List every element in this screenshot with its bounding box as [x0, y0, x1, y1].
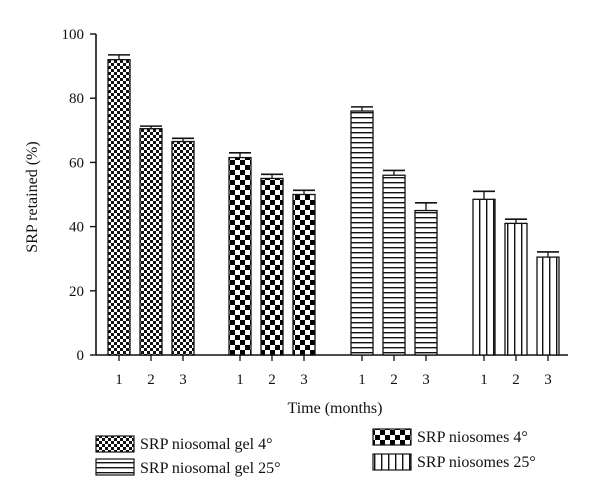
bar [139, 128, 163, 356]
legend-swatch [95, 435, 135, 453]
legend-label: SRP niosomes 4° [417, 429, 528, 446]
bar [382, 174, 406, 356]
bar [171, 140, 195, 356]
y-tick-label: 60 [69, 155, 84, 171]
x-tick-label: 1 [115, 372, 123, 388]
x-tick-label: 1 [358, 372, 366, 388]
x-tick-label: 2 [512, 372, 520, 388]
legend-label: SRP niosomal gel 25° [140, 460, 280, 477]
x-tick-label: 3 [544, 372, 552, 388]
bar [472, 198, 496, 356]
x-tick-label: 3 [300, 372, 308, 388]
x-tick-label: 2 [268, 372, 276, 388]
bar [260, 177, 284, 356]
bar [292, 193, 316, 356]
y-axis-title: SRP retained (%) [24, 141, 41, 252]
legend-label: SRP niosomes 25° [417, 454, 536, 471]
y-tick-label: 40 [69, 220, 84, 236]
bar [107, 59, 131, 356]
y-tick-label: 100 [62, 27, 85, 43]
bar [350, 110, 374, 356]
legend: SRP niosomal gel 4° SRP niosomal gel 25° S… [95, 428, 536, 477]
legend-swatch [95, 458, 135, 476]
bars [107, 59, 560, 356]
error-bars [108, 54, 559, 258]
bar [414, 209, 438, 356]
x-axis-title: Time (months) [288, 400, 383, 417]
x-tick-label: 3 [179, 372, 187, 388]
bar [228, 156, 252, 356]
x-tick-label: 1 [236, 372, 244, 388]
x-tick-label: 2 [390, 372, 398, 388]
x-tick-label: 3 [422, 372, 430, 388]
y-tick-label: 80 [69, 91, 84, 107]
bar [504, 222, 528, 356]
y-tick-label: 0 [77, 348, 85, 364]
legend-swatch [372, 453, 412, 471]
y-tick-label: 20 [69, 284, 84, 300]
legend-swatch [372, 428, 412, 446]
x-tick-labels: 1 2 3 1 2 3 1 2 3 1 2 3 [115, 355, 552, 388]
bar [536, 256, 560, 356]
legend-label: SRP niosomal gel 4° [140, 436, 272, 453]
x-tick-label: 1 [480, 372, 488, 388]
x-tick-label: 2 [147, 372, 155, 388]
